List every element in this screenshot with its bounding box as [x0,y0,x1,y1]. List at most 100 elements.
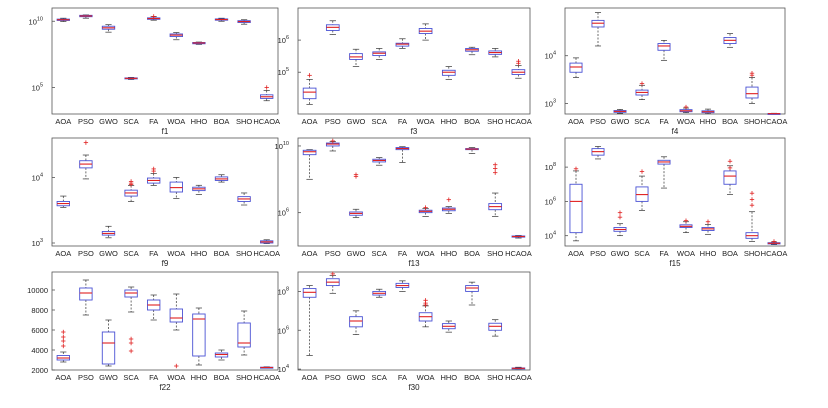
y-tick-label: 104 [32,172,43,182]
outlier-marker [128,348,134,354]
x-tick-label: BOA [214,249,230,258]
x-tick-label: AOA [55,373,71,382]
axes-frame [564,7,786,115]
iqr-box [723,170,737,185]
x-tick-label: PSO [78,249,94,258]
axes-frame [51,271,279,371]
x-axis-label: f9 [162,259,169,268]
box-GWO [101,319,116,367]
box-PSO [325,20,340,35]
y-tick-exponent: 4 [553,51,556,57]
box-WOA [418,23,433,41]
y-tick-base: 10 [545,163,553,172]
x-tick-label: FA [398,249,407,258]
box-HHO [441,197,456,214]
iqr-box [657,43,671,51]
x-tick-label: BOA [464,117,480,126]
axes-frame [564,137,786,247]
box-WOA [679,218,693,234]
box-AOA [56,195,70,208]
y-tick-label: 108 [278,286,289,296]
outlier-marker [128,340,134,346]
outlier-marker [264,85,269,90]
axes-frame [297,7,531,115]
box-WOA [169,177,183,199]
y-tick-label: 106 [278,208,289,218]
x-tick-label: SHO [487,373,503,382]
iqr-box [569,183,583,234]
iqr-box [349,316,363,328]
x-axis-label: f15 [669,259,681,268]
x-tick-label: WOA [417,373,435,382]
outlier-marker [617,214,623,220]
y-tick-base: 10 [275,142,283,151]
x-tick-label: WOA [167,117,185,126]
x-tick-label: SCA [371,249,386,258]
y-tick-label: 104 [545,51,556,61]
x-tick-label: SCA [634,117,649,126]
x-tick-label: HCAOA [505,249,532,258]
x-tick-label: FA [659,249,668,258]
y-tick-exponent: 6 [286,325,289,331]
x-tick-label: GWO [99,373,118,382]
box-GWO [101,24,116,33]
x-tick-label: GWO [611,117,630,126]
box-GWO [349,310,363,335]
outlier-marker [683,104,689,110]
x-tick-label: HCAOA [505,117,532,126]
x-tick-label: HCAOA [253,117,280,126]
y-tick-label: 105 [278,67,289,77]
box-GWO [101,225,116,239]
x-tick-label: SHO [487,117,503,126]
box-SCA [635,169,649,211]
x-tick-label: HHO [191,249,208,258]
outlier-marker [493,162,498,167]
x-tick-label: AOA [302,373,318,382]
y-tick-exponent: 4 [286,364,289,370]
axes-frame [297,137,531,247]
iqr-box [169,181,183,193]
outlier-marker [61,334,66,340]
iqr-box [745,86,759,99]
x-tick-label: HCAOA [761,117,788,126]
box-FA [395,280,410,292]
box-HHO [441,66,456,80]
x-tick-label: SCA [123,249,138,258]
y-tick-exponent: 6 [553,196,556,202]
box-SCA [124,179,138,202]
x-tick-label: FA [398,117,407,126]
box-PSO [591,12,605,47]
iqr-box [192,313,206,357]
x-tick-label: SHO [744,249,760,258]
box-GWO [613,109,627,114]
outlier-marker [749,191,755,196]
box-SHO [237,310,251,356]
x-tick-label: AOA [55,117,71,126]
outlier-marker [705,219,711,224]
x-tick-label: BOA [214,117,230,126]
x-tick-label: BOA [722,249,738,258]
x-axis-label: f22 [159,383,171,392]
box-WOA [169,32,183,41]
box-FA [395,38,410,49]
outlier-marker [128,336,134,342]
outlier-marker [573,166,579,171]
box-GWO [349,172,363,219]
x-axis-label: f4 [672,127,679,136]
outlier-marker [771,239,777,244]
box-WOA [169,293,183,369]
y-tick-exponent: 5 [286,67,289,73]
box-BOA [465,46,479,56]
box-AOA [302,149,317,180]
y-tick-exponent: 3 [40,238,43,244]
box-SHO [488,162,503,217]
x-tick-label: SCA [634,249,649,258]
box-HHO [192,184,206,195]
y-tick-exponent: 4 [553,231,556,237]
